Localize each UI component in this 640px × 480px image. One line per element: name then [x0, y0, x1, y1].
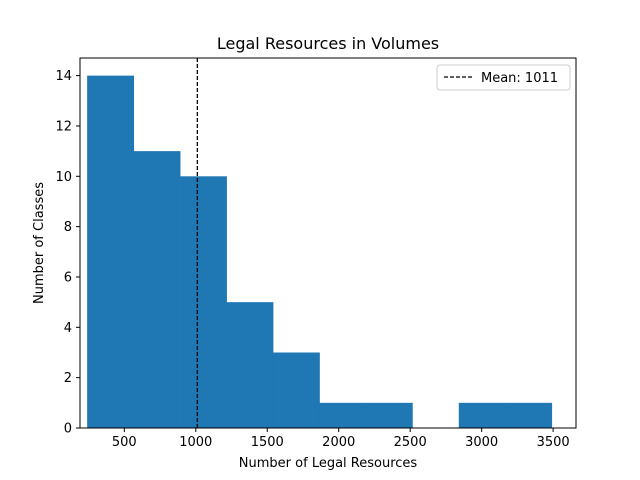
legend-entry-mean: Mean: 1011	[481, 71, 558, 86]
histogram-bar	[87, 75, 135, 428]
histogram-bar	[505, 402, 553, 428]
histogram-bar	[458, 402, 506, 428]
y-tick-label: 2	[64, 371, 72, 386]
x-tick-label: 2500	[394, 435, 427, 450]
x-tick-label: 3500	[537, 435, 570, 450]
y-tick-label: 8	[64, 220, 72, 235]
x-tick-label: 500	[112, 435, 137, 450]
histogram-bar	[133, 151, 181, 428]
y-tick-label: 14	[55, 69, 72, 84]
x-tick-label: 1000	[179, 435, 212, 450]
chart-title: Legal Resources in Volumes	[217, 34, 439, 53]
bars-group	[87, 75, 553, 428]
histogram-bar	[180, 176, 227, 428]
y-tick-label: 6	[64, 270, 72, 285]
y-axis-ticks: 0 2 4 6 8 10 12 14	[55, 69, 80, 437]
y-tick-label: 10	[55, 170, 72, 185]
x-tick-label: 2000	[322, 435, 355, 450]
x-tick-label: 1500	[251, 435, 284, 450]
x-tick-label: 3000	[465, 435, 498, 450]
histogram-bar	[319, 402, 367, 428]
histogram-bar	[226, 302, 274, 428]
histogram-bar	[365, 402, 413, 428]
y-tick-label: 4	[64, 321, 72, 336]
legend-box	[436, 64, 571, 91]
x-axis-ticks: 500 1000 1500 2000 2500 3000 3500	[112, 428, 570, 450]
x-axis-label: Number of Legal Resources	[239, 456, 418, 471]
legend: Mean: 1011	[436, 64, 571, 91]
histogram-bar	[272, 352, 320, 428]
y-axis-label: Number of Classes	[32, 182, 47, 304]
y-tick-label: 12	[55, 119, 72, 134]
y-tick-label: 0	[64, 422, 72, 437]
plot-frame	[79, 57, 577, 429]
